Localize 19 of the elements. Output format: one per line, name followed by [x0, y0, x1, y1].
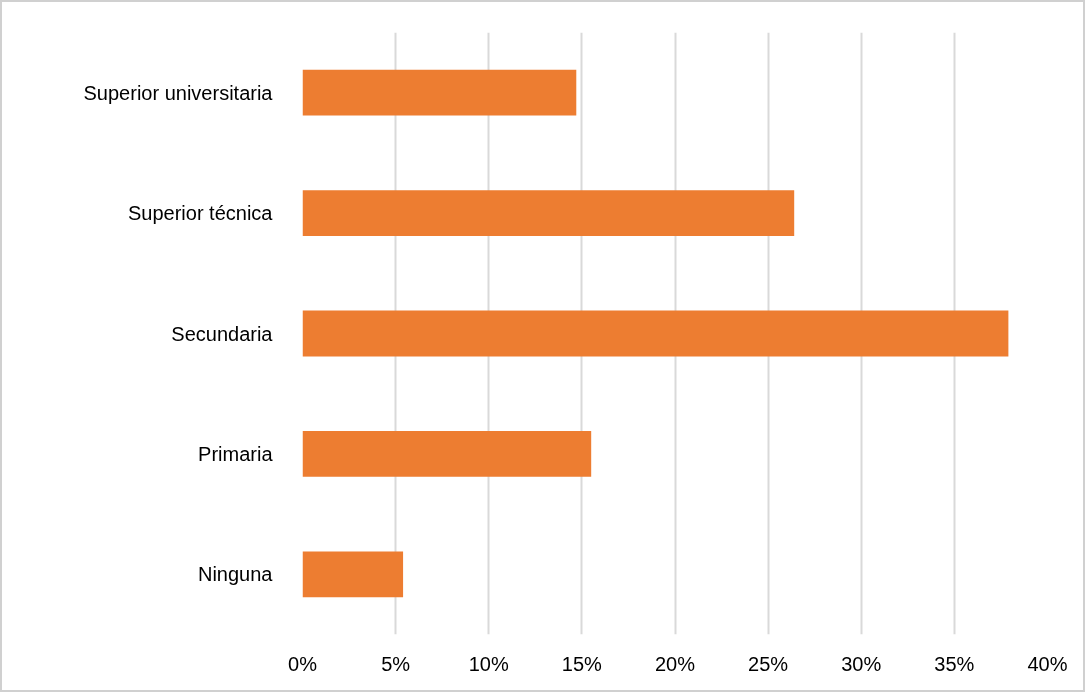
x-tick-label: 0%	[288, 652, 318, 675]
y-tick-label: Superior universitaria	[83, 81, 274, 104]
bar	[302, 551, 404, 598]
y-tick-label: Superior técnica	[127, 202, 274, 225]
bar	[302, 69, 577, 116]
y-tick-label: Ninguna	[198, 563, 274, 586]
x-tick-label: 40%	[1027, 652, 1068, 675]
bar	[302, 431, 592, 477]
bar	[302, 310, 1009, 357]
x-tick-label: 20%	[654, 652, 696, 675]
x-tick-label: 10%	[468, 652, 509, 675]
x-tick-label: 25%	[748, 652, 789, 675]
x-tick-label: 35%	[934, 652, 975, 675]
x-tick-label: 15%	[561, 652, 603, 675]
x-tick-label: 5%	[381, 652, 411, 675]
y-tick-label: Secundaria	[171, 322, 274, 345]
bar	[302, 190, 795, 236]
x-tick-label: 30%	[841, 652, 882, 675]
y-tick-label: Primaria	[198, 442, 274, 465]
